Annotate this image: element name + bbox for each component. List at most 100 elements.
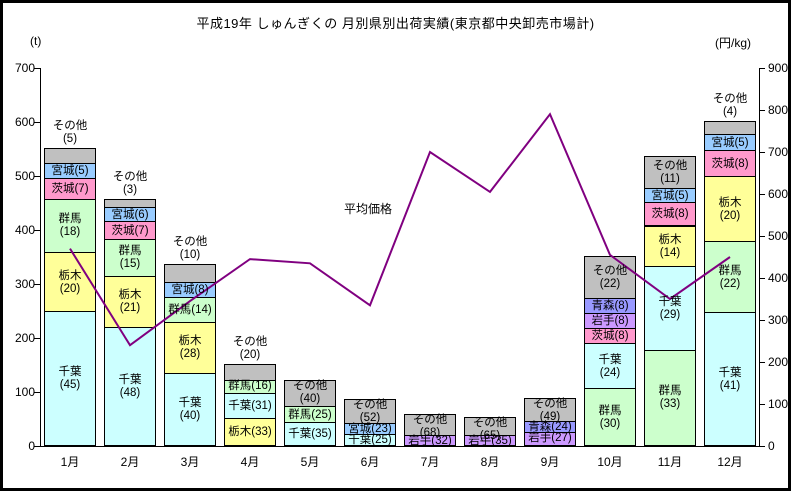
right-axis-tick	[759, 152, 765, 153]
x-axis-line	[40, 446, 760, 447]
chart-title: 平成19年 しゅんぎくの 月別県別出荷実績(東京都中央卸売市場計)	[196, 16, 595, 31]
segment-label-その他: その他 (68)	[412, 414, 448, 440]
x-axis-category-label: 4月	[240, 455, 260, 469]
x-axis-category-label: 10月	[597, 455, 623, 469]
segment-label-その他: その他 (4)	[712, 93, 748, 118]
bar-segment-千葉	[704, 312, 756, 446]
segment-label-群馬: 群馬 (30)	[598, 404, 622, 430]
segment-label-栃木: 栃木(33)	[228, 426, 272, 439]
x-axis-category-label: 7月	[420, 455, 440, 469]
right-axis-unit: (円/kg)	[715, 36, 752, 50]
bar-segment-千葉	[584, 342, 636, 390]
segment-label-その他: その他 (65)	[472, 416, 508, 442]
bar-segment-その他	[704, 121, 756, 135]
segment-label-群馬: 群馬(16)	[228, 380, 272, 393]
right-axis-tick-label: 800	[768, 103, 789, 117]
x-axis-category-label: 1月	[60, 455, 80, 469]
segment-label-その他: その他 (5)	[52, 120, 88, 145]
bar-segment-千葉	[644, 265, 696, 351]
segment-label-宮城: 宮城(6)	[111, 208, 149, 221]
right-axis-tick	[759, 362, 765, 363]
segment-label-岩手: 岩手(35)	[468, 435, 512, 448]
left-axis-tick	[34, 392, 40, 393]
segment-label-栃木: 栃木 (20)	[58, 269, 82, 295]
x-axis-category-label: 11月	[657, 455, 683, 469]
right-axis-tick-label: 0	[768, 439, 775, 453]
segment-label-千葉: 千葉 (24)	[598, 353, 622, 379]
left-axis-tick	[34, 284, 40, 285]
bar-segment-その他	[524, 398, 576, 422]
x-axis-category-label: 3月	[180, 455, 200, 469]
left-axis-tick	[34, 68, 40, 69]
right-axis-tick-label: 900	[768, 61, 789, 75]
bar-segment-その他	[104, 199, 156, 208]
bar-segment-群馬	[644, 349, 696, 446]
segment-label-群馬: 群馬 (15)	[118, 245, 142, 270]
left-axis-unit: (t)	[30, 34, 42, 48]
segment-label-岩手: 岩手(27)	[528, 432, 572, 445]
segment-label-その他: その他 (11)	[652, 160, 688, 185]
segment-label-その他: その他 (3)	[112, 171, 148, 197]
price-line	[69, 112, 731, 347]
right-axis-tick-label: 400	[768, 271, 789, 285]
segment-label-その他: その他 (52)	[352, 399, 388, 425]
segment-label-宮城: 宮城(8)	[171, 283, 209, 296]
right-axis-line	[759, 68, 760, 447]
x-axis-category-label: 5月	[300, 455, 320, 469]
bar-segment-茨城	[644, 202, 696, 227]
segment-label-群馬: 群馬(25)	[288, 408, 332, 421]
bar-segment-その他	[164, 264, 216, 284]
segment-label-その他: その他 (40)	[292, 380, 328, 406]
price-line-path	[69, 112, 731, 347]
bar-segment-栃木	[164, 321, 216, 374]
segment-label-千葉: 千葉(35)	[288, 428, 332, 441]
right-axis-tick	[759, 404, 765, 405]
right-axis-tick	[759, 110, 765, 111]
segment-label-宮城: 宮城(5)	[51, 164, 89, 177]
bar-segment-その他	[224, 364, 276, 382]
segment-label-栃木: 栃木 (14)	[658, 233, 682, 259]
bar-segment-その他	[284, 380, 336, 408]
x-axis-category-label: 9月	[540, 455, 560, 469]
segment-label-群馬: 群馬 (18)	[58, 213, 82, 239]
left-axis-tick-label: 0	[28, 439, 35, 453]
segment-label-千葉: 千葉 (41)	[718, 366, 742, 392]
segment-label-千葉: 千葉 (45)	[58, 366, 82, 392]
bar-segment-その他	[644, 156, 696, 189]
left-axis-tick	[34, 338, 40, 339]
segment-label-千葉: 千葉(25)	[348, 433, 392, 446]
plot-area: 千葉 (45) 栃木 (20) 群馬 (18) 茨城(7) 宮城(5) その他 (5) 千葉 (48)…	[40, 68, 760, 448]
right-axis-tick	[759, 446, 765, 447]
segment-label-栃木: 栃木 (28)	[178, 335, 202, 361]
segment-label-茨城: 茨城(7)	[111, 224, 149, 237]
left-axis-tick	[34, 122, 40, 123]
x-axis-category-label: 12月	[717, 455, 743, 469]
bar-segment-千葉	[44, 311, 96, 446]
segment-label-宮城: 宮城(5)	[711, 136, 749, 149]
segment-label-その他: その他 (20)	[232, 336, 268, 361]
segment-label-青森: 青森(8)	[591, 299, 629, 312]
segment-label-千葉: 千葉 (40)	[178, 396, 202, 422]
bar-segment-群馬	[704, 240, 756, 314]
left-axis-tick-label: 200	[14, 331, 35, 345]
right-axis-tick-label: 500	[768, 229, 789, 243]
segment-label-宮城: 宮城(23)	[348, 423, 392, 435]
segment-label-茨城: 茨城(7)	[51, 182, 89, 195]
right-axis-tick-label: 700	[768, 145, 789, 159]
x-axis-category-label: 6月	[360, 455, 380, 469]
bar-segment-その他	[344, 399, 396, 424]
right-axis-tick	[759, 278, 765, 279]
left-axis-tick-label: 100	[14, 385, 35, 399]
segment-label-群馬: 群馬 (22)	[718, 264, 742, 290]
segment-label-宮城: 宮城(5)	[651, 189, 689, 202]
segment-label-千葉: 千葉(31)	[228, 400, 272, 413]
x-axis-category-label: 2月	[120, 455, 140, 469]
right-axis-tick	[759, 320, 765, 321]
segment-label-青森: 青森(24)	[528, 421, 572, 433]
bar-segment-栃木	[224, 418, 276, 446]
left-axis-tick-label: 700	[14, 61, 35, 75]
price-line-label: 平均価格	[344, 202, 393, 216]
left-axis-tick-label: 400	[14, 223, 35, 237]
right-axis-tick	[759, 194, 765, 195]
